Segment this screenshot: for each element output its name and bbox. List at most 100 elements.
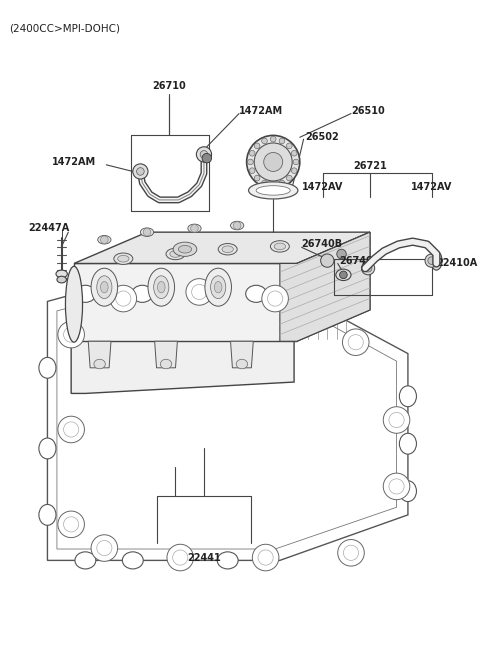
Circle shape [173,550,188,565]
Polygon shape [71,314,294,394]
Ellipse shape [57,276,66,283]
Circle shape [254,143,292,181]
Text: 1472AV: 1472AV [302,181,343,192]
Text: 26502: 26502 [305,132,339,142]
Ellipse shape [399,433,417,454]
Ellipse shape [39,438,56,459]
Ellipse shape [189,286,210,303]
Ellipse shape [157,282,165,293]
Circle shape [116,291,131,306]
Ellipse shape [431,251,442,270]
Ellipse shape [205,268,231,306]
Text: 22441: 22441 [187,553,221,563]
Ellipse shape [75,552,96,569]
Circle shape [249,168,255,174]
Ellipse shape [336,269,351,280]
Ellipse shape [170,251,181,257]
Circle shape [428,257,435,265]
Ellipse shape [218,244,237,255]
Ellipse shape [230,221,244,230]
Text: 26740: 26740 [340,255,373,266]
Circle shape [262,138,267,144]
Ellipse shape [246,286,266,303]
Circle shape [364,265,372,272]
Circle shape [63,422,79,437]
Ellipse shape [170,552,191,569]
Ellipse shape [274,243,286,250]
Ellipse shape [132,286,153,303]
Polygon shape [74,263,297,341]
Text: 1472AV: 1472AV [411,181,452,192]
Ellipse shape [399,386,417,407]
Circle shape [270,182,276,187]
Ellipse shape [140,228,154,236]
Polygon shape [297,232,370,341]
Ellipse shape [91,268,118,306]
Ellipse shape [249,182,298,199]
Text: 26510: 26510 [351,105,385,116]
Circle shape [287,143,292,149]
Polygon shape [88,341,111,368]
Ellipse shape [188,224,201,233]
Circle shape [191,225,198,232]
Circle shape [63,517,79,532]
Ellipse shape [114,253,133,265]
Circle shape [258,550,273,565]
Circle shape [361,261,375,275]
Polygon shape [155,341,178,368]
Text: 22447A: 22447A [28,223,70,233]
Ellipse shape [154,276,169,299]
Ellipse shape [94,360,105,369]
Ellipse shape [148,268,175,306]
Circle shape [383,407,410,433]
Ellipse shape [122,552,143,569]
Circle shape [200,151,208,158]
Circle shape [425,254,438,267]
Circle shape [342,329,369,356]
Circle shape [254,176,260,181]
Circle shape [252,544,279,571]
Ellipse shape [118,255,129,262]
Text: 22410A: 22410A [436,259,478,269]
Circle shape [58,511,84,538]
Circle shape [192,284,207,299]
Ellipse shape [256,185,290,195]
Circle shape [137,168,144,176]
Circle shape [279,180,285,186]
Ellipse shape [166,248,185,259]
Text: (2400CC>MPI-DOHC): (2400CC>MPI-DOHC) [10,24,120,33]
Circle shape [293,159,299,165]
Circle shape [262,180,267,186]
Ellipse shape [100,282,108,293]
Circle shape [247,136,300,189]
Circle shape [267,291,283,306]
Circle shape [110,286,137,312]
Circle shape [63,327,79,342]
Circle shape [279,138,285,144]
Circle shape [321,254,334,267]
Circle shape [287,176,292,181]
Ellipse shape [98,236,111,244]
Ellipse shape [65,267,83,342]
Circle shape [343,545,359,561]
Circle shape [202,153,212,163]
Circle shape [262,286,288,312]
Circle shape [389,413,404,428]
Circle shape [270,136,276,142]
Circle shape [249,151,255,156]
Ellipse shape [39,504,56,525]
Circle shape [133,164,148,179]
Circle shape [58,322,84,348]
Circle shape [100,236,108,244]
Polygon shape [230,341,253,368]
Ellipse shape [399,481,417,502]
Text: 1472AM: 1472AM [239,105,283,116]
Circle shape [233,222,241,229]
Circle shape [338,540,364,566]
Circle shape [383,473,410,500]
Ellipse shape [160,360,172,369]
Circle shape [97,540,112,555]
Ellipse shape [236,360,248,369]
Ellipse shape [173,242,197,256]
Circle shape [58,416,84,443]
